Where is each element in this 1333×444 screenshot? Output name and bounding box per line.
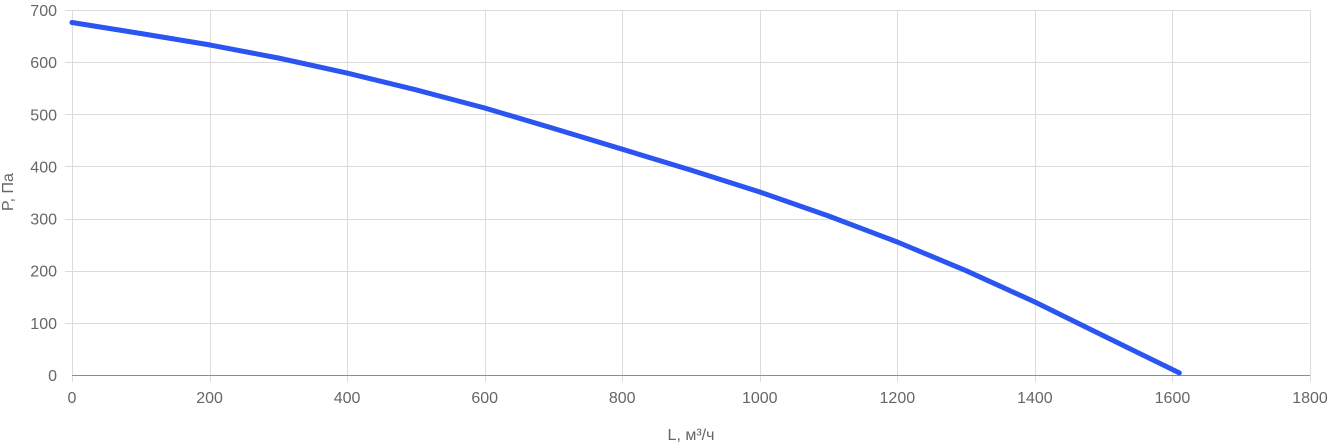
series-point [482,105,488,111]
x-axis-title: L, м³/ч [668,427,715,444]
y-tick-label: 300 [30,212,57,229]
series-point [1032,299,1038,305]
x-tick-label: 400 [334,390,361,407]
series-point [207,42,212,48]
y-tick-labels: 0 100 200 300 400 500 600 700 [30,3,57,385]
y-tick-label: 0 [48,368,57,385]
series-line [69,20,1182,376]
x-tick-label: 600 [471,390,498,407]
y-tick-label: 500 [30,107,57,124]
series-point [619,146,625,152]
series-point [413,87,419,93]
series-point [275,55,281,61]
x-tick-label: 1200 [880,390,916,407]
series-point [69,20,75,25]
x-tick-label: 1000 [742,390,778,407]
series-point [894,239,900,245]
series-point [138,31,144,36]
series-point [1101,333,1107,339]
series-layer [69,20,1182,376]
y-tick-label: 700 [30,3,57,20]
series-point [826,213,831,219]
x-tick-label: 1800 [1292,390,1328,407]
x-tick-label: 200 [196,390,223,407]
y-tick-label: 100 [30,316,57,333]
y-axis-title: P, Па [0,173,17,211]
y-tick-label: 600 [30,55,57,72]
x-tick-label: 1400 [1017,390,1053,407]
y-tick-label: 400 [30,159,57,176]
x-tick-label: 800 [609,390,636,407]
grid [65,10,1311,382]
series-point [1176,370,1182,376]
x-tick-label: 1600 [1155,390,1191,407]
series-point [344,70,350,76]
x-tick-label: 0 [68,390,77,407]
x-tick-labels: 0 200 400 600 800 1000 1200 1400 1600 1800 [68,390,1328,407]
series-point [757,189,763,195]
y-tick-label: 200 [30,264,57,281]
series-point [688,167,694,173]
series-point [963,268,969,274]
series-point [551,125,556,131]
